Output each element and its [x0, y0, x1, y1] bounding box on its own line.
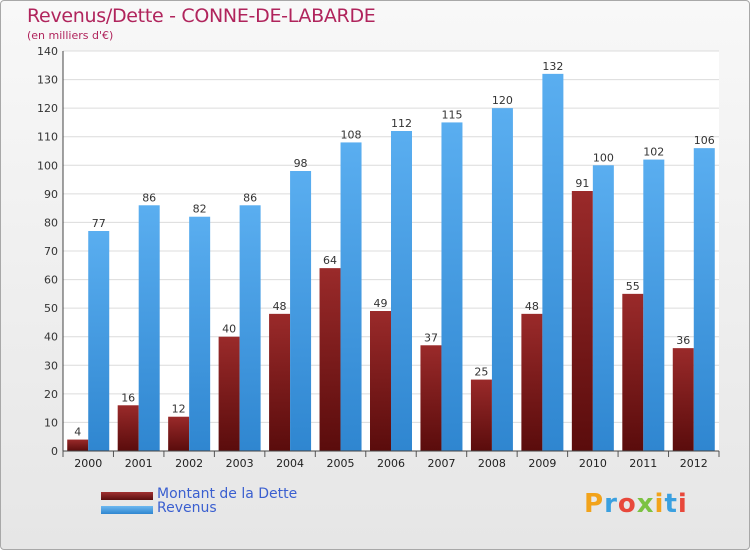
- bar-revenus: [189, 216, 211, 451]
- bar-dette: [168, 416, 190, 451]
- y-tick-label: 140: [37, 45, 58, 58]
- y-tick-label: 20: [44, 388, 58, 401]
- y-tick-label: 30: [44, 359, 58, 372]
- x-tick-label: 2008: [478, 457, 506, 470]
- bar-dette: [117, 405, 139, 451]
- x-tick-label: 2004: [276, 457, 304, 470]
- logo-letter: P: [584, 489, 605, 519]
- data-label: 82: [193, 203, 207, 216]
- bar-dette: [218, 336, 240, 451]
- data-label: 12: [172, 403, 186, 416]
- bar-revenus: [693, 148, 715, 451]
- y-tick-label: 0: [51, 445, 58, 458]
- y-tick-label: 130: [37, 74, 58, 87]
- bar-revenus: [239, 205, 261, 451]
- legend-swatch-revenus: [101, 506, 153, 514]
- x-tick-label: 2006: [377, 457, 405, 470]
- y-tick-label: 100: [37, 159, 58, 172]
- x-tick-label: 2002: [175, 457, 203, 470]
- logo-letter: i: [654, 489, 665, 519]
- data-label: 108: [341, 128, 362, 141]
- data-label: 112: [391, 117, 412, 130]
- bar-dette: [470, 379, 492, 451]
- x-tick-label: 2003: [226, 457, 254, 470]
- data-label: 86: [243, 191, 257, 204]
- bar-revenus: [441, 122, 463, 451]
- bar-dette: [67, 439, 89, 451]
- data-label: 102: [643, 146, 664, 159]
- data-label: 100: [593, 151, 614, 164]
- x-tick-label: 2005: [327, 457, 355, 470]
- data-label: 86: [142, 191, 156, 204]
- data-label: 25: [474, 366, 488, 379]
- x-tick-label: 2007: [427, 457, 455, 470]
- data-label: 91: [575, 177, 589, 190]
- bar-dette: [521, 313, 543, 451]
- y-tick-label: 90: [44, 188, 58, 201]
- data-label: 98: [294, 157, 308, 170]
- legend-label-revenus: Revenus: [157, 500, 217, 516]
- x-tick-label: 2011: [629, 457, 657, 470]
- legend-label-dette: Montant de la Dette: [157, 486, 298, 502]
- data-label: 115: [441, 108, 462, 121]
- y-tick-label: 40: [44, 331, 58, 344]
- logo-letter: t: [664, 489, 678, 519]
- data-label: 48: [525, 300, 539, 313]
- bar-revenus: [491, 108, 513, 452]
- x-tick-label: 2010: [579, 457, 607, 470]
- x-tick-label: 2000: [74, 457, 102, 470]
- y-tick-label: 10: [44, 416, 58, 429]
- data-label: 40: [222, 323, 236, 336]
- bar-dette: [269, 313, 291, 451]
- bar-dette: [319, 268, 341, 451]
- logo-letter: r: [604, 489, 618, 519]
- bar-revenus: [391, 131, 412, 451]
- data-label: 55: [626, 280, 640, 293]
- y-tick-label: 80: [44, 216, 58, 229]
- y-tick-label: 70: [44, 245, 58, 258]
- y-tick-label: 50: [44, 302, 58, 315]
- logo-letter: i: [677, 489, 688, 519]
- x-tick-label: 2012: [680, 457, 708, 470]
- bar-revenus: [340, 142, 362, 451]
- chart-title: Revenus/Dette - CONNE-DE-LABARDE: [27, 5, 376, 27]
- y-tick-label: 60: [44, 274, 58, 287]
- bar-revenus: [643, 159, 665, 452]
- bar-revenus: [592, 165, 614, 452]
- data-label: 16: [121, 391, 135, 404]
- data-label: 36: [676, 334, 690, 347]
- data-label: 49: [374, 297, 388, 310]
- x-tick-label: 2009: [528, 457, 556, 470]
- data-label: 120: [492, 94, 513, 107]
- logo-letter: x: [636, 489, 655, 519]
- x-tick-label: 2001: [125, 457, 153, 470]
- data-label: 77: [92, 217, 106, 230]
- data-label: 64: [323, 254, 337, 267]
- data-label: 4: [74, 426, 81, 439]
- data-label: 106: [694, 134, 715, 147]
- chart-subtitle: (en milliers d'€): [27, 29, 114, 42]
- y-tick-label: 120: [37, 102, 58, 115]
- data-label: 132: [542, 60, 563, 73]
- data-label: 37: [424, 331, 438, 344]
- bar-revenus: [542, 73, 564, 451]
- y-tick-label: 110: [37, 131, 58, 144]
- bar-revenus: [290, 171, 312, 451]
- bar-dette: [571, 191, 593, 451]
- bar-dette: [622, 293, 644, 451]
- legend-swatch-dette: [101, 492, 153, 500]
- bar-revenus: [88, 231, 110, 451]
- proxiti-logo: Proxiti: [584, 489, 688, 519]
- bar-revenus: [138, 205, 160, 451]
- bar-dette: [370, 311, 391, 451]
- bar-dette: [420, 345, 442, 451]
- bar-dette: [672, 348, 694, 451]
- logo-letter: o: [617, 489, 637, 519]
- data-label: 48: [273, 300, 287, 313]
